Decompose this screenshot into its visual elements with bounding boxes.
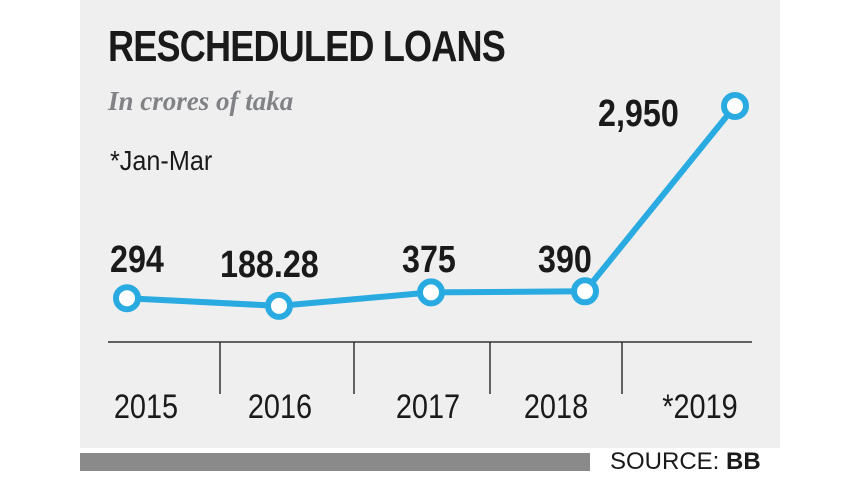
- data-point-2016: [265, 291, 293, 320]
- data-point-2015: [113, 284, 141, 313]
- data-label-2019: 2,950: [598, 93, 679, 135]
- x-tick-label-2015: 2015: [114, 387, 178, 426]
- data-label-2017: 375: [402, 239, 456, 281]
- source-bar: [80, 453, 590, 471]
- x-tick-label-2017: 2017: [396, 387, 460, 426]
- data-label-2018: 390: [538, 239, 592, 281]
- x-tick-label-2016: 2016: [248, 387, 312, 426]
- data-point-2017: [417, 278, 445, 307]
- data-label-2016: 188.28: [220, 244, 319, 286]
- chart-title: RESCHEDULED LOANS: [108, 22, 506, 71]
- source-label: SOURCE:: [610, 448, 720, 475]
- source-value: BB: [726, 448, 761, 475]
- chart-panel: [80, 0, 780, 448]
- data-label-2015: 294: [110, 239, 164, 281]
- source-credit: SOURCE: BB: [610, 448, 761, 476]
- chart-subtitle: In crores of taka: [108, 86, 294, 116]
- chart-note: *Jan-Mar: [110, 145, 213, 176]
- x-tick-label-2019: *2019: [662, 387, 738, 426]
- data-point-2018: [571, 277, 599, 306]
- data-point-2019: [721, 92, 749, 120]
- x-tick-label-2018: 2018: [524, 387, 588, 426]
